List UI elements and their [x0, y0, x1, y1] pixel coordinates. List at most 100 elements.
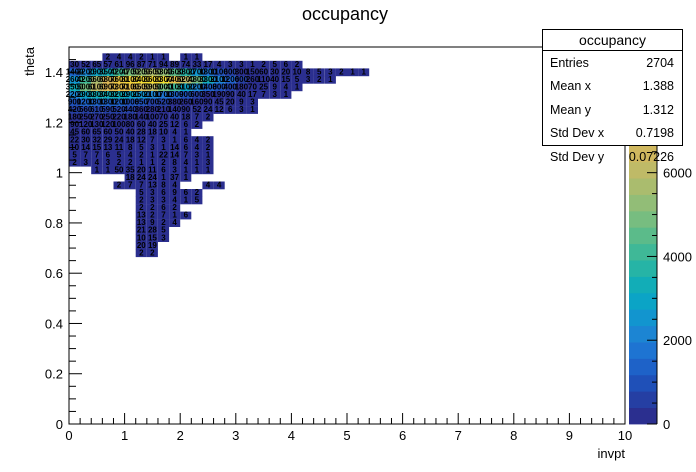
- heatmap-cell: [146, 113, 158, 122]
- cell-value-label: 4: [184, 158, 189, 167]
- heatmap-cell: [102, 106, 114, 114]
- stats-label: Std Dev x: [550, 126, 605, 141]
- cell-value-label: 1: [172, 135, 177, 144]
- cell-value-label: 3: [161, 196, 166, 205]
- cell-value-label: 11: [115, 143, 124, 152]
- heatmap-cell: [169, 196, 181, 205]
- cell-value-label: 6: [284, 60, 289, 69]
- cell-value-label: 3: [150, 196, 155, 205]
- cell-value-label: 9: [239, 98, 244, 107]
- heatmap-cell: [191, 113, 203, 122]
- cell-value-label: 120: [79, 120, 93, 129]
- cell-value-label: 5: [295, 75, 300, 84]
- cell-value-label: 5: [317, 67, 322, 76]
- cell-value-label: 2500: [132, 90, 150, 99]
- heatmap-cell: [258, 68, 270, 77]
- heatmap-cell: [191, 121, 203, 129]
- cell-value-label: 1: [150, 52, 155, 61]
- cell-value-label: 3: [239, 60, 244, 69]
- heatmap-cell: [91, 91, 103, 99]
- heatmap-cell: [324, 75, 336, 84]
- cell-value-label: 150: [246, 67, 260, 76]
- cell-value-label: 71: [148, 60, 157, 69]
- heatmap-cell: [213, 106, 225, 114]
- heatmap-cell: [80, 106, 92, 114]
- cell-value-label: 3: [206, 158, 211, 167]
- cell-value-label: 4: [172, 128, 177, 137]
- heatmap-cell: [158, 136, 170, 144]
- heatmap-cell: [169, 113, 181, 122]
- cell-value-label: 61: [115, 60, 124, 69]
- stats-label: Mean y: [550, 102, 591, 117]
- colorbar-segment: [629, 243, 657, 261]
- heatmap-cell: [102, 53, 114, 62]
- cell-value-label: 10: [159, 128, 168, 137]
- cell-value-label: 7: [261, 90, 266, 99]
- cell-value-label: 2: [206, 135, 211, 144]
- stats-label: Std Dev y: [550, 149, 605, 164]
- cell-value-label: 8600: [144, 75, 162, 84]
- heatmap-cell: [158, 151, 170, 160]
- heatmap-cell: [158, 75, 170, 84]
- cell-value-label: 1700: [155, 90, 173, 99]
- cell-value-label: 4700: [121, 67, 139, 76]
- cell-value-label: 180: [235, 83, 249, 92]
- heatmap-cell: [191, 68, 203, 77]
- heatmap-cell: [146, 158, 158, 167]
- cell-value-label: 6: [161, 203, 166, 212]
- x-tick-label: 10: [618, 428, 632, 443]
- cell-value-label: 1300: [99, 98, 117, 107]
- heatmap-cell: [202, 68, 214, 77]
- heatmap-cell: [180, 143, 192, 152]
- heatmap-cell: [69, 91, 81, 99]
- heatmap-cell: [158, 106, 170, 114]
- heatmap-cell: [180, 121, 192, 129]
- heatmap-cell: [280, 91, 292, 99]
- heatmap-cell: [235, 91, 247, 99]
- heatmap-cell: [135, 219, 147, 227]
- cell-value-label: 2: [139, 196, 144, 205]
- cell-value-label: 2: [128, 158, 133, 167]
- heatmap-cell: [191, 189, 203, 197]
- cell-value-label: 5: [117, 150, 122, 159]
- heatmap-cell: [146, 91, 158, 99]
- cell-value-label: 700: [146, 98, 160, 107]
- heatmap-cell: [80, 143, 92, 152]
- heatmap-cell: [91, 158, 103, 167]
- cell-value-label: 2100: [144, 90, 162, 99]
- heatmap-cell: [158, 98, 170, 107]
- cell-value-label: 100: [112, 120, 126, 129]
- cell-value-label: 260: [179, 98, 193, 107]
- heatmap-cell: [169, 136, 181, 144]
- cell-value-label: 250: [101, 113, 115, 122]
- heatmap-cell: [191, 136, 203, 144]
- heatmap-cell: [113, 158, 125, 167]
- heatmap-cell: [158, 68, 170, 77]
- heatmap-cell: [169, 219, 181, 227]
- cell-value-label: 3300: [88, 90, 106, 99]
- heatmap-cell: [169, 121, 181, 129]
- heatmap-cell: [113, 143, 125, 152]
- cell-value-label: 1: [184, 52, 189, 61]
- cell-value-label: 220: [112, 113, 126, 122]
- cell-value-label: 2200: [66, 90, 84, 99]
- heatmap-cell: [347, 68, 359, 77]
- heatmap-cell: [113, 83, 125, 92]
- heatmap-cell: [191, 151, 203, 160]
- heatmap-cell: [146, 151, 158, 160]
- cell-value-label: 1400: [199, 83, 217, 92]
- cell-value-label: 6: [161, 188, 166, 197]
- heatmap-cell: [158, 219, 170, 227]
- cell-value-label: 5: [161, 226, 166, 235]
- heatmap-cell: [80, 121, 92, 129]
- cell-value-label: 25: [259, 83, 268, 92]
- cell-value-label: 350: [201, 90, 215, 99]
- cell-value-label: 2: [339, 67, 344, 76]
- x-tick-label: 6: [399, 428, 406, 443]
- cell-value-label: 4200: [110, 67, 128, 76]
- cell-value-label: 3: [161, 233, 166, 242]
- cell-value-label: 52: [81, 60, 90, 69]
- cell-value-label: 7: [128, 181, 133, 190]
- cell-value-label: 4100: [166, 83, 184, 92]
- heatmap-cell: [91, 83, 103, 92]
